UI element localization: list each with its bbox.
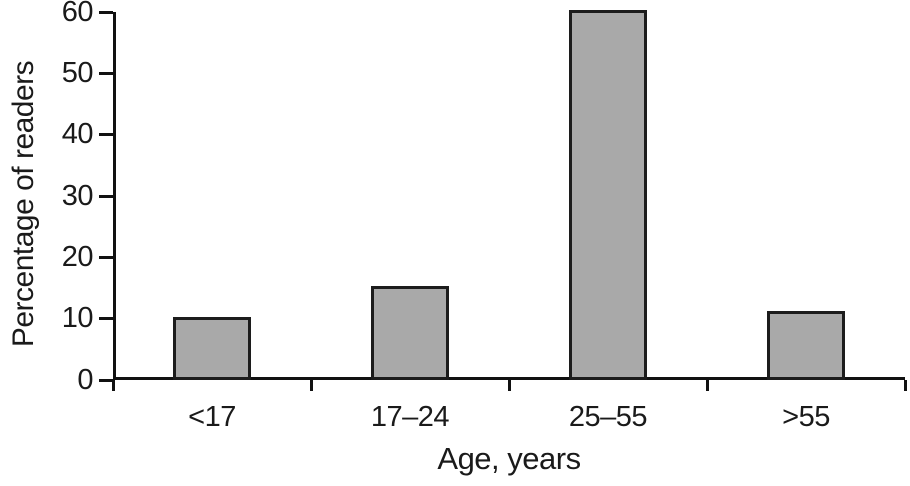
y-tick-label: 60 <box>61 0 94 28</box>
bar-17–24 <box>371 286 449 380</box>
y-tick-label: 30 <box>61 179 94 212</box>
x-tick-label: 17–24 <box>370 401 450 433</box>
x-tick-label: 25–55 <box>568 401 648 433</box>
y-tick <box>99 71 113 75</box>
x-tick-label: <17 <box>188 401 236 433</box>
bar-<17 <box>173 316 251 380</box>
y-tick-label: 50 <box>61 56 94 89</box>
y-axis-line <box>113 12 116 380</box>
y-tick-label: 0 <box>77 363 93 396</box>
y-tick-label: 20 <box>61 240 94 273</box>
x-axis-line <box>113 377 905 380</box>
bar->55 <box>767 310 845 380</box>
x-tick-label: >55 <box>782 401 830 433</box>
x-tick <box>309 380 313 391</box>
plot-area: 0 10 20 30 40 50 60 <box>62 0 907 394</box>
y-tick <box>99 255 113 259</box>
x-axis-title: Age, years <box>437 441 581 476</box>
y-tick-label: 10 <box>61 302 94 335</box>
x-category-labels: <17 17–24 25–55 >55 <box>113 402 905 433</box>
y-tick <box>99 10 113 14</box>
x-tick <box>705 380 709 391</box>
y-tick <box>99 133 113 137</box>
x-tick <box>903 380 907 391</box>
x-tick <box>111 380 115 391</box>
y-tick-label: 40 <box>61 118 94 151</box>
y-tick <box>99 194 113 198</box>
bar-25–55 <box>569 10 647 380</box>
y-tick <box>99 378 113 382</box>
y-tick <box>99 317 113 321</box>
x-tick <box>507 380 511 391</box>
